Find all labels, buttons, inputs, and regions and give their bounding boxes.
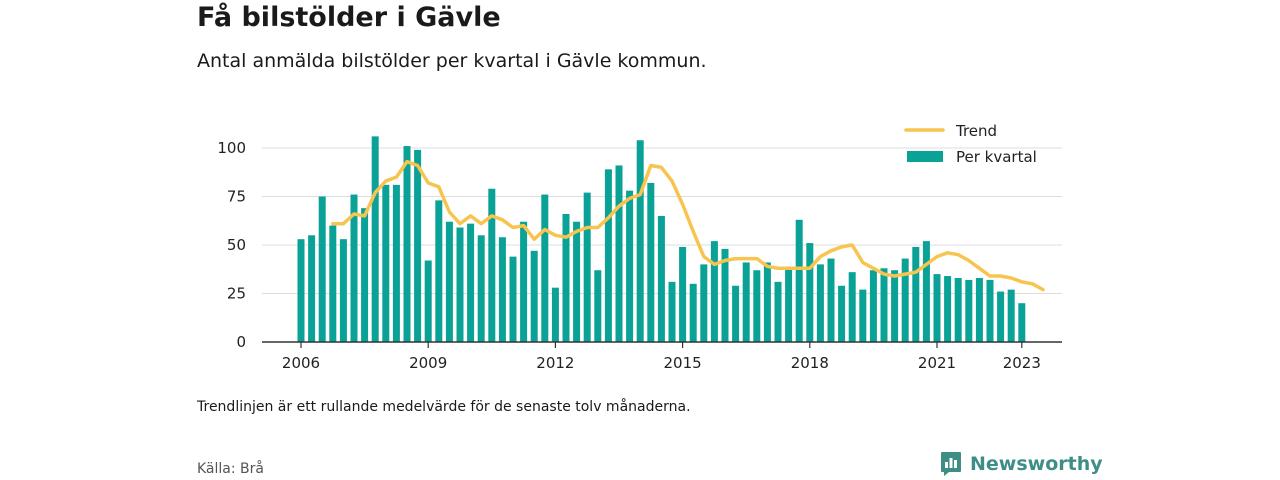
x-tick-label: 2021 bbox=[918, 354, 956, 372]
bar bbox=[668, 281, 676, 342]
x-axis-ticks: 2006 2009 2012 2015 2018 2021 2023 bbox=[282, 342, 1041, 372]
bar bbox=[382, 184, 390, 342]
trend-line bbox=[331, 159, 1045, 292]
legend-bar-swatch bbox=[907, 151, 943, 162]
bar bbox=[785, 268, 793, 342]
bar bbox=[371, 136, 379, 342]
bar bbox=[891, 270, 899, 342]
bar bbox=[1007, 289, 1015, 342]
bar bbox=[594, 270, 602, 342]
bar bbox=[912, 246, 920, 342]
bar bbox=[922, 241, 930, 342]
chart-subtitle: Antal anmälda bilstölder per kvartal i G… bbox=[197, 50, 707, 72]
y-tick-label: 100 bbox=[217, 139, 246, 157]
bar bbox=[774, 281, 782, 342]
bar bbox=[647, 182, 655, 342]
bar bbox=[403, 146, 411, 342]
y-tick-label: 0 bbox=[236, 333, 246, 351]
bar bbox=[456, 227, 464, 342]
bar-series bbox=[297, 136, 1026, 342]
bar bbox=[414, 149, 422, 342]
bar bbox=[944, 276, 952, 342]
x-tick-label: 2012 bbox=[536, 354, 574, 372]
legend-trend-label: Trend bbox=[955, 122, 997, 140]
brand[interactable]: Newsworthy bbox=[940, 451, 1103, 477]
bar bbox=[530, 250, 538, 342]
legend-bar-label: Per kvartal bbox=[956, 148, 1037, 166]
bar bbox=[626, 190, 634, 342]
bar bbox=[732, 285, 740, 342]
y-tick-label: 25 bbox=[227, 285, 246, 303]
bar bbox=[615, 165, 623, 342]
y-tick-label: 50 bbox=[227, 236, 246, 254]
bar bbox=[361, 208, 369, 342]
y-tick-label: 75 bbox=[227, 188, 246, 206]
bar bbox=[880, 268, 888, 342]
bar bbox=[636, 140, 644, 342]
x-tick-label: 2006 bbox=[282, 354, 320, 372]
bar bbox=[477, 235, 485, 342]
y-axis-ticks: 0 25 50 75 100 bbox=[217, 139, 246, 351]
bar bbox=[965, 279, 973, 342]
bar bbox=[700, 264, 708, 342]
bar bbox=[604, 169, 612, 342]
bar bbox=[986, 279, 994, 342]
x-tick-label: 2023 bbox=[1003, 354, 1041, 372]
bar bbox=[997, 291, 1005, 342]
bar bbox=[424, 260, 432, 342]
brand-name: Newsworthy bbox=[970, 453, 1103, 475]
bar bbox=[541, 194, 549, 342]
bar bbox=[848, 272, 856, 342]
bar bbox=[657, 215, 665, 342]
bar bbox=[488, 188, 496, 342]
bar bbox=[509, 256, 517, 342]
source-label: Källa: Brå bbox=[197, 461, 264, 477]
bar bbox=[806, 243, 814, 342]
bar bbox=[753, 270, 761, 342]
x-tick-label: 2018 bbox=[791, 354, 829, 372]
bar bbox=[445, 221, 453, 342]
bar bbox=[869, 270, 877, 342]
bar bbox=[467, 223, 475, 342]
bar bbox=[679, 246, 687, 342]
bar bbox=[954, 277, 962, 342]
bar bbox=[742, 262, 750, 342]
bar bbox=[859, 289, 867, 342]
bar bbox=[933, 274, 941, 342]
bar bbox=[710, 241, 718, 342]
x-tick-label: 2009 bbox=[409, 354, 447, 372]
bar bbox=[763, 262, 771, 342]
bar bbox=[901, 258, 909, 342]
bar bbox=[838, 285, 846, 342]
bar bbox=[1018, 303, 1026, 342]
bar bbox=[520, 221, 528, 342]
bar bbox=[498, 237, 506, 342]
bar bbox=[551, 287, 559, 342]
bar bbox=[975, 277, 983, 342]
bar bbox=[435, 200, 443, 342]
bar bbox=[689, 283, 697, 342]
bar bbox=[795, 219, 803, 342]
bar bbox=[318, 196, 326, 342]
chart-title: Få bilstölder i Gävle bbox=[197, 2, 501, 33]
bar bbox=[339, 239, 347, 342]
bar bbox=[308, 235, 316, 342]
bar bbox=[392, 184, 400, 342]
newsworthy-logo-icon bbox=[941, 452, 961, 476]
bar bbox=[721, 248, 729, 342]
chart-area: 2006 2009 2012 2015 2018 2021 2023 0255075100 … bbox=[217, 122, 1062, 372]
bar bbox=[562, 213, 570, 342]
bar bbox=[573, 221, 581, 342]
footnote: Trendlinjen är ett rullande medelvärde f… bbox=[197, 399, 691, 415]
bar bbox=[827, 258, 835, 342]
bar bbox=[329, 225, 337, 342]
bar bbox=[583, 192, 591, 342]
x-tick-label: 2015 bbox=[664, 354, 702, 372]
bar bbox=[297, 239, 305, 342]
legend: Trend Per kvartal bbox=[904, 122, 1037, 166]
bar bbox=[350, 194, 358, 342]
bar bbox=[816, 264, 824, 342]
